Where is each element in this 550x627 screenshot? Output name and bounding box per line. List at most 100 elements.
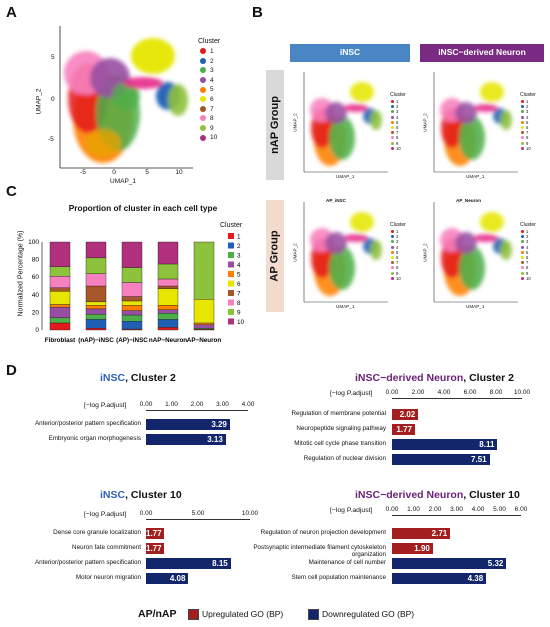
bar-segment-cluster-2 [121,320,143,330]
go-term-label: Regulation of nuclear division [303,455,386,462]
umap-small-legend-item: 6 [391,255,398,260]
legend-cluster-8: 8 [200,115,214,122]
go-axis-tick: 4.00 [241,401,255,408]
bar-segment-cluster-3 [157,313,179,320]
go-axis-tick: 0.00 [139,510,153,517]
umap-a-xtick: 10 [175,169,183,176]
legend-swatch [200,77,206,84]
go-term-label: Mitotic cell cycle phase transition [294,440,386,447]
umap-panel-a: -5 0 5 10 5 0 -5 UMAP_1 UMAP_2 Cluster 1… [18,18,243,188]
go-axis-tick: 1.00 [407,506,420,513]
panel-label-c: C [6,183,17,200]
go-bar-downregulated [146,434,226,445]
bar-segment-cluster-10 [49,241,71,267]
go-term-label: Stem cell population maintenance [291,574,386,581]
umap-small-xlabel: UMAP_1 [466,174,485,179]
go-bar-value: 1.77 [146,529,162,538]
legend-cluster-1: 1 [200,48,214,55]
go-axis-tick: 4.00 [437,389,451,396]
bar-segment-cluster-4 [85,308,107,315]
go-bar-value: 1.77 [146,544,162,553]
go-bar-upregulated [392,424,415,435]
go-plot-title: iNSC−derived Neuron, Cluster 10 [355,489,520,501]
legend-cluster-5: 5 [200,86,214,93]
go-term-label: Regulation of neuron projection developm… [260,529,386,536]
legend-cluster-10: 10 [200,134,217,141]
go-bar-downregulated [392,454,490,465]
umap-small-legend-item: 6 [521,125,528,130]
go-bar-value: 1.90 [414,544,430,553]
go-bar-value: 2.71 [431,529,448,538]
bar-ytick-label: 20 [32,309,40,316]
bar-legend-label: 3 [237,253,241,260]
go-bar-upregulated [146,543,165,554]
umap-small-ylabel: UMAP_2 [422,113,428,132]
bar-category-label: (AP)−iNSC [116,337,148,344]
go-axis-title: [−log P.adjust] [84,511,127,518]
bar-segment-cluster-7 [49,287,71,292]
legend-label: 8 [210,115,214,123]
go-axis-tick: 6.00 [514,506,528,513]
bar-legend-swatch [228,271,234,277]
go-bar-upregulated [392,528,451,539]
umap-scatter-a [59,26,193,169]
umap-a-xlabel: UMAP_1 [110,178,137,185]
legend-cluster-7: 7 [200,106,214,113]
umap-small-legend-item: 10 [521,146,531,151]
go-axis-line [146,519,250,520]
umap-a-xtick: 0 [112,169,116,176]
umap-small-legend-item: 7 [391,260,398,265]
go-axis-title: [−log P.adjust] [330,390,373,397]
umap-small-legend-item: 8 [521,135,528,140]
umap-small-legend-item: 9 [521,271,528,276]
bar-ytick-label: 80 [32,257,40,264]
legend-label: 2 [210,57,214,65]
umap-a-ytick: 5 [51,54,55,61]
bar-segment-cluster-3 [121,314,143,322]
bar-segment-cluster-4 [49,306,71,318]
go-term-label: Neuropeptide signaling pathway [296,425,386,432]
umap-small-xlabel: UMAP_1 [336,174,355,179]
bar-segment-cluster-9 [193,241,215,300]
umap-small-legend-title: Cluster [520,92,536,98]
bar-ytick-label: 0 [35,327,39,334]
umap-small-0: Cluster 1 2 3 4 5 6 7 8 9 10 UMAP_1 UMAP_2 [290,68,414,186]
umap-a-xtick: -5 [80,169,86,176]
bar-segment-cluster-2 [85,319,107,329]
go-axis-tick: 2.00 [190,401,204,408]
umap-small-legend-item: 7 [521,130,528,135]
umap-small-title: AP_Neuron [456,198,482,203]
bar-category-label: Fibroblast [45,337,76,344]
bar-legend-swatch [228,242,234,249]
bar-ytick-label: 100 [28,239,39,246]
umap-small-ylabel: UMAP_2 [292,113,298,132]
umap-small-legend-item: 1 [521,99,528,104]
go-plot-title-cluster: , Cluster 2 [463,372,515,384]
go-term-label: Motor neuron migration [75,574,141,581]
umap-small-legend-item: 4 [391,115,398,120]
umap-small-legend-item: 8 [521,265,528,270]
go-bar-value: 7.51 [471,455,487,464]
bar-legend-swatch [228,261,234,268]
umap-small-legend-item: 5 [391,250,398,255]
umap-small-plot [303,202,388,303]
legend-swatch [200,86,206,93]
umap-a-xtick: 5 [145,169,149,176]
bar-legend-swatch [228,299,234,306]
go-plot-title-celltype: iNSC−derived Neuron [355,489,464,501]
go-axis-line [392,398,522,399]
go-axis-tick: 0.00 [139,401,153,408]
go-plot-title-celltype: iNSC [100,489,126,501]
umap-small-legend-item: 2 [391,104,398,109]
go-legend-title: AP/nAP [138,608,177,620]
go-bar-upregulated [392,409,419,420]
umap-small-legend-item: 7 [521,260,528,265]
bar-category-label: nAP−Neuron [149,337,187,344]
go-term-label: Anterior/posterior pattern specification [34,420,141,427]
go-term-label: Anterior/posterior pattern specification [34,559,141,566]
go-term-label: Regulation of membrane potential [291,410,386,417]
go-axis-tick: 10.00 [241,510,259,517]
bar-legend-label: 10 [237,319,245,326]
go-plot-title-cluster: , Cluster 10 [463,489,520,501]
umap-small-legend-item: 4 [521,115,528,120]
